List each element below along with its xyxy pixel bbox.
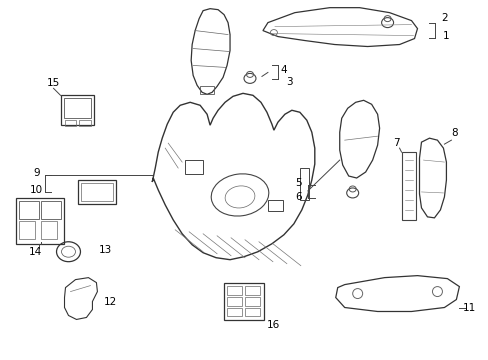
Text: 9: 9 xyxy=(33,168,40,178)
Bar xyxy=(299,168,308,200)
Bar xyxy=(81,183,113,201)
Bar xyxy=(80,120,91,126)
Bar xyxy=(185,160,203,174)
Text: 7: 7 xyxy=(392,138,399,148)
Text: 1: 1 xyxy=(442,31,449,41)
Text: 8: 8 xyxy=(450,128,457,138)
Text: 6: 6 xyxy=(295,192,302,202)
Bar xyxy=(401,152,415,220)
Bar xyxy=(16,198,63,244)
Text: 16: 16 xyxy=(267,320,280,330)
Bar xyxy=(224,283,264,320)
Text: 14: 14 xyxy=(29,247,42,257)
Bar xyxy=(200,86,214,94)
Text: 2: 2 xyxy=(440,13,447,23)
Bar xyxy=(267,200,283,211)
Text: 12: 12 xyxy=(103,297,117,306)
Bar xyxy=(244,307,260,316)
Text: 15: 15 xyxy=(47,78,60,88)
Text: 10: 10 xyxy=(30,185,43,195)
Bar xyxy=(244,285,260,294)
Bar xyxy=(64,120,76,126)
Bar xyxy=(41,221,57,239)
Bar xyxy=(226,285,242,294)
Bar xyxy=(78,180,116,204)
Bar xyxy=(226,297,242,306)
Text: 13: 13 xyxy=(99,245,112,255)
Text: 11: 11 xyxy=(462,302,475,312)
Bar xyxy=(226,307,242,316)
Bar xyxy=(19,201,39,219)
Bar xyxy=(63,98,91,118)
Bar xyxy=(61,95,94,125)
Bar xyxy=(244,297,260,306)
Text: 5: 5 xyxy=(295,178,302,188)
Bar xyxy=(19,221,35,239)
Text: 4: 4 xyxy=(280,66,286,76)
Bar xyxy=(41,201,61,219)
Text: 3: 3 xyxy=(286,77,293,87)
